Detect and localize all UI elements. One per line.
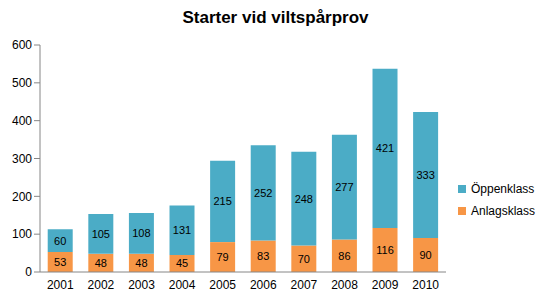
svg-text:600: 600 [12, 38, 32, 52]
svg-text:45: 45 [176, 257, 188, 269]
svg-text:2006: 2006 [250, 278, 277, 292]
svg-text:200: 200 [12, 190, 32, 204]
svg-text:2004: 2004 [169, 278, 196, 292]
svg-text:53: 53 [54, 256, 66, 268]
svg-text:60: 60 [54, 235, 66, 247]
svg-text:48: 48 [95, 257, 107, 269]
svg-text:300: 300 [12, 152, 32, 166]
svg-text:100: 100 [12, 227, 32, 241]
svg-text:277: 277 [335, 181, 353, 193]
svg-text:48: 48 [135, 257, 147, 269]
svg-text:0: 0 [25, 265, 32, 279]
svg-text:2008: 2008 [331, 278, 358, 292]
svg-text:2005: 2005 [209, 278, 236, 292]
svg-text:83: 83 [257, 250, 269, 262]
svg-text:70: 70 [298, 253, 310, 265]
svg-text:2003: 2003 [128, 278, 155, 292]
svg-text:421: 421 [376, 142, 394, 154]
svg-text:105: 105 [92, 228, 110, 240]
svg-text:2002: 2002 [88, 278, 115, 292]
svg-text:2001: 2001 [47, 278, 74, 292]
svg-text:2007: 2007 [291, 278, 318, 292]
html-text:Anlagsklass: Anlagsklass [471, 204, 535, 218]
svg-text:400: 400 [12, 114, 32, 128]
svg-text:131: 131 [173, 224, 191, 236]
html-text:Starter vid viltspårprov: Starter vid viltspårprov [182, 8, 369, 27]
svg-text:2010: 2010 [412, 278, 439, 292]
svg-text:108: 108 [132, 227, 150, 239]
svg-text:86: 86 [338, 250, 350, 262]
svg-text:252: 252 [254, 187, 272, 199]
svg-text:333: 333 [416, 169, 434, 181]
svg-text:79: 79 [216, 251, 228, 263]
svg-text:500: 500 [12, 76, 32, 90]
svg-text:248: 248 [295, 193, 313, 205]
svg-text:215: 215 [213, 195, 231, 207]
svg-text:2009: 2009 [372, 278, 399, 292]
svg-text:116: 116 [376, 244, 394, 256]
svg-text:90: 90 [419, 249, 431, 261]
html-text:Öppenklass: Öppenklass [471, 182, 535, 196]
